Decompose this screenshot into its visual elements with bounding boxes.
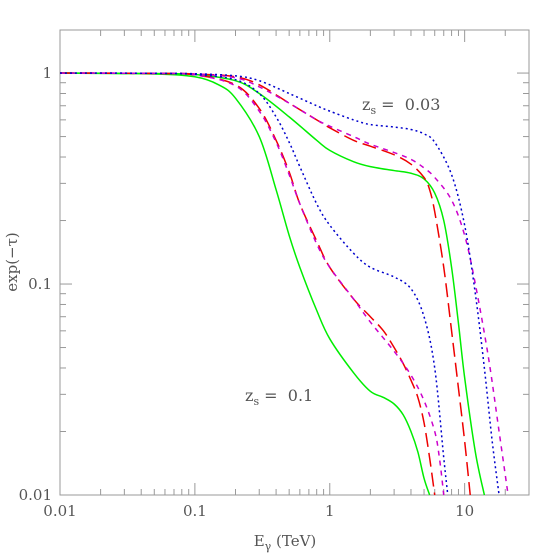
series-line-3 <box>59 72 500 496</box>
x-axis-label: Eγ (TeV) <box>254 532 317 553</box>
series-line-1 <box>59 72 471 496</box>
annotation-z01: zs = 0.1 <box>245 386 313 408</box>
x-tick-label: 0.01 <box>43 502 76 520</box>
annotation-z003: zs = 0.03 <box>362 95 440 117</box>
x-tick-label: 0.1 <box>183 502 207 520</box>
axis-ticks <box>59 30 530 496</box>
series-line-0 <box>59 72 486 496</box>
annotation-z01-main: z <box>245 386 253 405</box>
tick-labels: 0.01 0.1 1 10 0.01 0.1 1 <box>19 64 475 520</box>
annotation-z003-sub: s <box>370 104 376 117</box>
series-group <box>59 72 509 496</box>
x-tick-label: 1 <box>325 502 335 520</box>
x-tick-label: 10 <box>455 502 474 520</box>
series-line-7 <box>59 72 449 496</box>
y-tick-label: 0.1 <box>28 275 52 293</box>
x-axis-label-sub: γ <box>265 540 272 553</box>
y-axis-label: exp(−τ) <box>3 232 21 292</box>
annotation-z01-sub: s <box>253 395 259 408</box>
series-line-4 <box>59 72 431 496</box>
annotation-z003-main: z <box>362 95 370 114</box>
series-line-6 <box>59 72 445 496</box>
annotation-z003-text: = 0.03 <box>376 95 440 114</box>
x-axis-label-units: (TeV) <box>271 532 316 550</box>
x-axis-label-main: E <box>254 532 265 550</box>
series-line-2 <box>59 72 509 496</box>
series-line-5 <box>59 72 436 496</box>
annotation-z01-text: = 0.1 <box>259 386 313 405</box>
y-tick-label: 0.01 <box>19 486 52 504</box>
y-tick-label: 1 <box>42 64 52 82</box>
plot-frame <box>59 29 530 496</box>
